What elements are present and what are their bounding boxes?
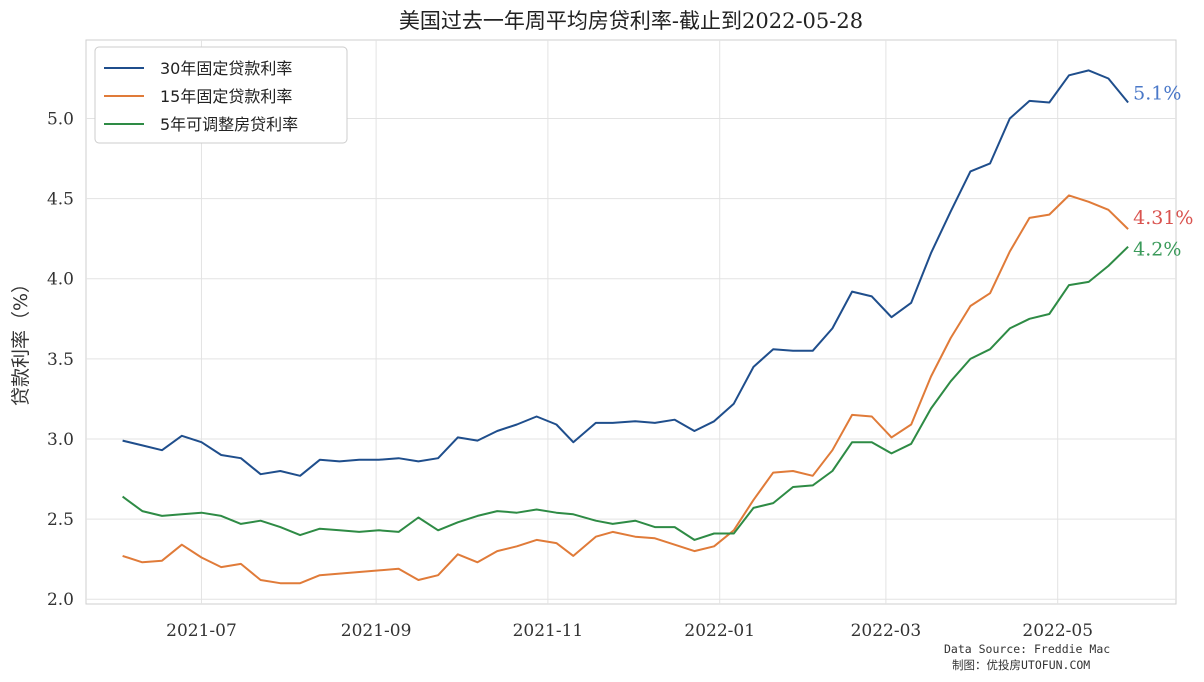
- series-lines: [122, 69, 1129, 585]
- legend-label: 5年可调整房贷利率: [160, 115, 298, 134]
- end-label-series-3: 4.2%: [1133, 239, 1181, 261]
- x-tick-label: 2022-01: [684, 621, 755, 641]
- grid-lines: [86, 40, 1176, 604]
- y-tick-label: 2.0: [47, 590, 74, 610]
- chart-title: 美国过去一年周平均房贷利率-截止到2022-05-28: [399, 9, 863, 33]
- y-tick-label: 2.5: [47, 510, 74, 530]
- y-axis-ticks: 2.0 2.5 3.0 3.5 4.0 4.5 5.0: [47, 110, 74, 611]
- y-tick-label: 3.0: [47, 430, 74, 450]
- legend: 30年固定贷款利率 15年固定贷款利率 5年可调整房贷利率: [94, 46, 348, 144]
- end-label-series-1: 5.1%: [1133, 82, 1181, 104]
- y-tick-label: 4.5: [47, 190, 74, 210]
- series-line-2: [122, 194, 1129, 585]
- x-tick-label: 2022-05: [1022, 621, 1093, 641]
- series-line-3: [122, 245, 1129, 541]
- legend-box: [94, 46, 348, 144]
- y-tick-label: 5.0: [47, 110, 74, 130]
- end-label-series-2: 4.31%: [1133, 207, 1193, 229]
- x-tick-label: 2021-11: [513, 621, 584, 641]
- legend-label: 15年固定贷款利率: [160, 87, 292, 106]
- x-axis-ticks: 2021-07 2021-09 2021-11 2022-01 2022-03 2022-…: [166, 621, 1093, 641]
- data-source-text: Data Source: Freddie Mac: [944, 642, 1110, 656]
- x-tick-label: 2021-09: [341, 621, 412, 641]
- x-tick-label: 2021-07: [166, 621, 237, 641]
- x-tick-label: 2022-03: [851, 621, 922, 641]
- legend-label: 30年固定贷款利率: [160, 59, 292, 78]
- y-tick-label: 3.5: [47, 350, 74, 370]
- chart-credit-text: 制图：优投房UTOFUN.COM: [952, 658, 1090, 672]
- y-axis-label: 贷款利率（%）: [10, 274, 32, 406]
- series-end-labels: 5.1% 4.31% 4.2%: [1133, 82, 1193, 260]
- y-tick-label: 4.0: [47, 270, 74, 290]
- series-line-1: [122, 69, 1129, 477]
